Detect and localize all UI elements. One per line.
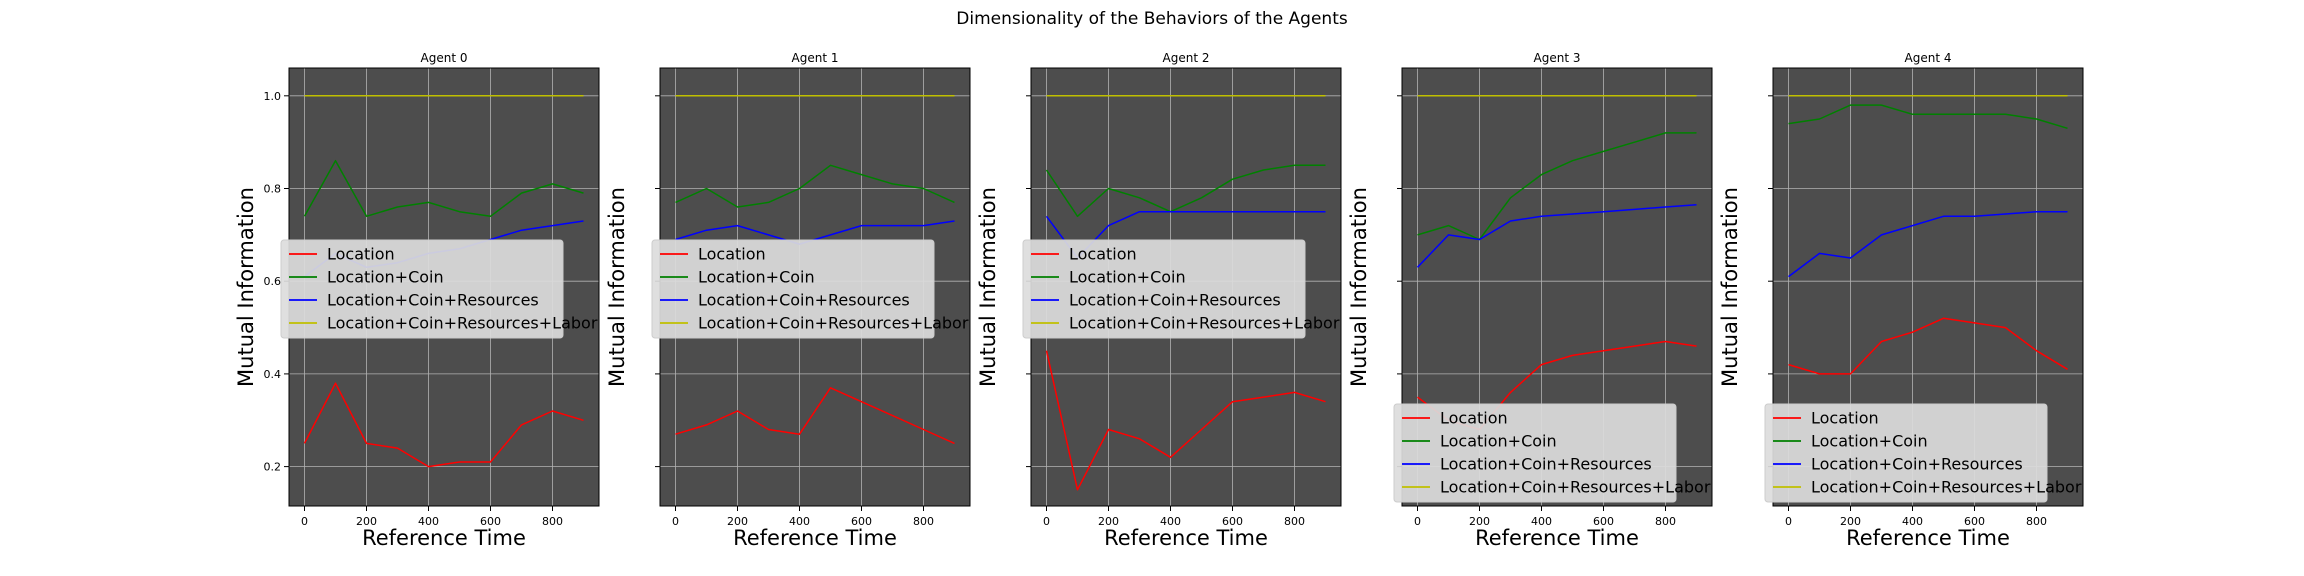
legend-label: Location — [1440, 409, 1508, 428]
subplot-title: Agent 2 — [1163, 51, 1210, 65]
x-tick-label: 800 — [2026, 515, 2047, 528]
series-line-0 — [675, 387, 955, 445]
legend-label: Location+Coin — [1811, 432, 1928, 451]
x-tick-label: 400 — [1160, 515, 1181, 528]
axes-frame — [1401, 67, 1713, 507]
y-tick-label: 0.6 — [264, 275, 282, 288]
x-tick-label: 600 — [1593, 515, 1614, 528]
x-tick-label: 0 — [1414, 515, 1421, 528]
x-tick-label: 600 — [851, 515, 872, 528]
legend-label: Location+Coin+Resources — [1811, 455, 2023, 474]
y-axis-label: Mutual Information — [605, 187, 629, 387]
subplot-title: Agent 0 — [421, 51, 468, 65]
y-tick-label: 0.2 — [264, 461, 282, 474]
series-line-0 — [1788, 317, 2068, 375]
subplot-agent-0: 0 200 400 600 800 0.2 0.4 0.6 0.8 1.0 Agent 0 Refer… — [234, 51, 600, 550]
legend: Location Location+Coin Location+Coin+Resou… — [280, 239, 598, 339]
legend-label: Location+Coin+Resources — [327, 291, 539, 310]
series-line-2 — [1416, 203, 1697, 268]
legend-label: Location+Coin — [1440, 432, 1557, 451]
subplot-grid: 0 200 400 600 800 0.2 0.4 0.6 0.8 1.0 Agent 0 Refer… — [234, 51, 2084, 550]
x-tick-label: 800 — [913, 515, 934, 528]
x-tick-label: 0 — [672, 515, 679, 528]
x-tick-label: 400 — [418, 515, 439, 528]
x-axis-label: Reference Time — [733, 526, 897, 550]
x-tick-label: 200 — [356, 515, 377, 528]
y-axis-label: Mutual Information — [1718, 187, 1742, 387]
legend: Location Location+Coin Location+Coin+Resou… — [651, 239, 969, 339]
x-tick-label: 0 — [1043, 515, 1050, 528]
legend-box — [1393, 403, 1677, 503]
subplot-agent-4: 0 200 400 600 800 Agent 4 Reference Time Mutual… — [1718, 51, 2084, 550]
legend-box — [1764, 403, 2048, 503]
series-line-1 — [303, 159, 584, 218]
series-line-1 — [675, 164, 955, 208]
x-tick-label: 400 — [1531, 515, 1552, 528]
legend-label: Location — [698, 245, 766, 264]
x-axis-label: Reference Time — [1104, 526, 1268, 550]
legend-label: Location+Coin — [327, 268, 444, 287]
x-tick-label: 600 — [480, 515, 501, 528]
subplot-agent-2: 0 200 400 600 800 Agent 2 Reference Time Mutual… — [976, 51, 1342, 550]
x-axis-label: Reference Time — [1846, 526, 2010, 550]
legend-label: Location+Coin+Resources — [698, 291, 910, 310]
x-tick-label: 200 — [727, 515, 748, 528]
x-axis-label: Reference Time — [362, 526, 526, 550]
legend: Location Location+Coin Location+Coin+Resou… — [1393, 403, 1711, 503]
y-axis-label: Mutual Information — [976, 187, 1000, 387]
series-line-0 — [303, 382, 584, 468]
subplot-agent-3: 0 200 400 600 800 Agent 3 Reference Time Mutual… — [1347, 51, 1713, 550]
subplot-title: Agent 1 — [792, 51, 839, 65]
series-line-1 — [1045, 164, 1326, 218]
legend-label: Location+Coin+Resources+Labor — [1069, 314, 1340, 333]
x-tick-label: 400 — [1902, 515, 1923, 528]
y-axis-label: Mutual Information — [234, 187, 258, 387]
x-tick-label: 800 — [1284, 515, 1305, 528]
y-axis-label: Mutual Information — [1347, 187, 1371, 387]
series-line-0 — [1045, 350, 1326, 491]
legend-label: Location+Coin+Resources — [1069, 291, 1281, 310]
legend: Location Location+Coin Location+Coin+Resou… — [1022, 239, 1340, 339]
legend-box — [280, 239, 564, 339]
x-tick-label: 600 — [1964, 515, 1985, 528]
x-tick-label: 800 — [1655, 515, 1676, 528]
x-tick-label: 200 — [1840, 515, 1861, 528]
legend: Location Location+Coin Location+Coin+Resou… — [1764, 403, 2082, 503]
legend-label: Location+Coin — [698, 268, 815, 287]
x-tick-label: 800 — [542, 515, 563, 528]
series-line-2 — [1788, 210, 2068, 278]
series-line-1 — [1788, 104, 2068, 130]
legend-label: Location+Coin+Resources+Labor — [698, 314, 969, 333]
x-axis-label: Reference Time — [1475, 526, 1639, 550]
legend-label: Location+Coin+Resources+Labor — [327, 314, 598, 333]
x-tick-label: 200 — [1098, 515, 1119, 528]
subplot-title: Agent 3 — [1534, 51, 1581, 65]
x-tick-label: 200 — [1469, 515, 1490, 528]
x-tick-label: 600 — [1222, 515, 1243, 528]
legend-box — [651, 239, 935, 339]
figure-title: Dimensionality of the Behaviors of the A… — [956, 9, 1348, 29]
legend-label: Location — [1811, 409, 1879, 428]
y-tick-label: 1.0 — [264, 90, 282, 103]
x-tick-label: 0 — [301, 515, 308, 528]
subplot-title: Agent 4 — [1905, 51, 1952, 65]
subplot-agent-1: 0 200 400 600 800 Agent 1 Reference Time Mutual… — [605, 51, 971, 550]
y-tick-label: 0.4 — [264, 368, 282, 381]
legend-box — [1022, 239, 1306, 339]
axes-frame — [1772, 67, 2084, 507]
legend-label: Location+Coin+Resources+Labor — [1811, 478, 2082, 497]
legend-label: Location — [1069, 245, 1137, 264]
legend-label: Location+Coin — [1069, 268, 1186, 287]
legend-label: Location+Coin+Resources+Labor — [1440, 478, 1711, 497]
y-tick-label: 0.8 — [264, 183, 282, 196]
legend-label: Location — [327, 245, 395, 264]
x-tick-label: 0 — [1785, 515, 1792, 528]
series-line-1 — [1417, 132, 1697, 241]
x-tick-label: 400 — [789, 515, 810, 528]
legend-label: Location+Coin+Resources — [1440, 455, 1652, 474]
